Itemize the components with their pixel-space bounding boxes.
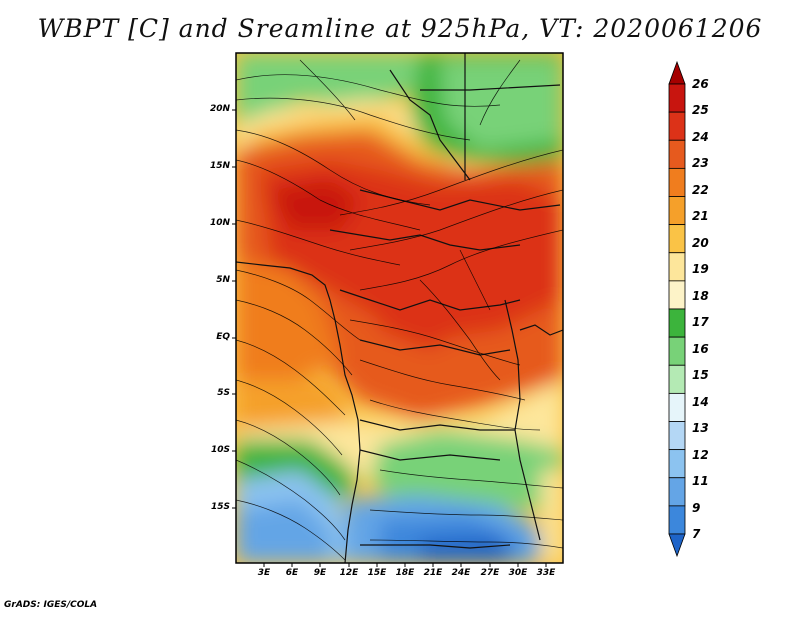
lat-label: 10N xyxy=(209,218,230,228)
colorbar-box xyxy=(668,308,686,338)
colorbar-box xyxy=(668,167,686,197)
colorbar-label: 7 xyxy=(692,527,701,541)
colorbar-label: 22 xyxy=(692,182,709,197)
lat-label: EQ xyxy=(216,332,230,342)
colorbar-label: 13 xyxy=(692,421,709,436)
lon-label: 30E xyxy=(508,568,528,578)
colorbar-label: 17 xyxy=(692,315,709,330)
colorbar xyxy=(668,60,686,558)
lat-label: 5S xyxy=(217,388,230,398)
colorbar-label: 9 xyxy=(692,500,701,515)
colorbar-box xyxy=(668,449,686,479)
colorbar-label: 14 xyxy=(692,394,709,409)
colorbar-label: 12 xyxy=(692,447,709,462)
lat-label: 15N xyxy=(209,161,230,171)
colorbar-box xyxy=(668,224,686,254)
colorbar-label: 16 xyxy=(692,341,709,356)
colorbar-label: 21 xyxy=(692,209,709,224)
colorbar-box xyxy=(668,111,686,141)
lon-label: 21E xyxy=(423,568,443,578)
lat-label: 15S xyxy=(210,502,230,512)
colorbar-label: 24 xyxy=(692,129,709,144)
lon-label: 12E xyxy=(339,568,359,578)
lon-label: 15E xyxy=(367,568,387,578)
lon-label: 3E xyxy=(257,568,271,578)
colorbar-box xyxy=(668,336,686,366)
colorbar-label: 20 xyxy=(692,235,709,250)
colorbar-bottom-arrow xyxy=(668,533,686,558)
grads-credit: GrADS: IGES/COLA xyxy=(4,600,98,610)
colorbar-box xyxy=(668,280,686,310)
colorbar-label: 26 xyxy=(692,77,709,91)
wbpt-shading xyxy=(236,53,563,563)
colorbar-label: 11 xyxy=(692,474,709,489)
colorbar-box xyxy=(668,364,686,394)
colorbar-box xyxy=(668,83,686,113)
map-title: WBPT [C] and Sreamline at 925hPa, VT: 20… xyxy=(37,14,763,43)
colorbar-label: 15 xyxy=(692,368,709,383)
streamlines xyxy=(236,59,563,561)
colorbar-box xyxy=(668,392,686,422)
lon-label: 18E xyxy=(395,568,415,578)
colorbar-box xyxy=(668,505,686,535)
colorbar-box xyxy=(668,252,686,282)
colorbar-box xyxy=(668,421,686,451)
lat-label: 5N xyxy=(216,275,230,285)
colorbar-label: 23 xyxy=(692,156,709,171)
colorbar-label: 19 xyxy=(692,262,709,277)
map-frame xyxy=(235,52,564,564)
lon-label: 27E xyxy=(480,568,500,578)
lon-label: 9E xyxy=(313,568,327,578)
lat-label: 10S xyxy=(210,445,230,455)
colorbar-box xyxy=(668,477,686,507)
colorbar-label: 25 xyxy=(692,103,709,118)
axis-ticks xyxy=(232,109,547,567)
colorbar-top-arrow xyxy=(668,60,686,85)
lon-label: 6E xyxy=(285,568,299,578)
colorbar-label: 18 xyxy=(692,288,709,303)
lat-label: 20N xyxy=(209,104,230,114)
lon-label: 24E xyxy=(451,568,471,578)
colorbar-box xyxy=(668,196,686,226)
colorbar-box xyxy=(668,139,686,169)
lon-label: 33E xyxy=(536,568,556,578)
